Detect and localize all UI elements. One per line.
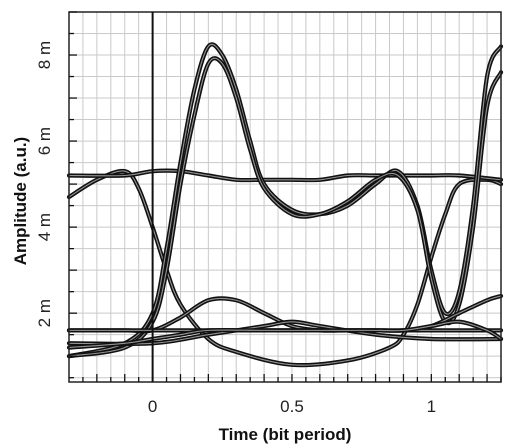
y-axis-title: Amplitude (a.u.) [11, 137, 30, 265]
series-line-highlight-3 [68, 43, 502, 357]
y-tick-label: 2 m [35, 299, 54, 327]
x-tick-label: 0 [148, 397, 157, 416]
tick-marks [69, 11, 502, 382]
tick-labels: 0 0.5 1 2 m 4 m 6 m 8 m [35, 41, 436, 416]
series-line-highlight-1 [68, 170, 502, 366]
y-tick-label: 4 m [35, 213, 54, 241]
y-tick-label: 6 m [35, 127, 54, 155]
x-axis-title: Time (bit period) [219, 425, 352, 444]
y-tick-label: 8 m [35, 41, 54, 69]
x-tick-label: 0.5 [280, 397, 304, 416]
series-line-highlight-7 [68, 321, 502, 345]
series-line-highlight-2 [68, 170, 502, 181]
x-tick-label: 1 [427, 397, 436, 416]
plot-frame [68, 11, 502, 383]
